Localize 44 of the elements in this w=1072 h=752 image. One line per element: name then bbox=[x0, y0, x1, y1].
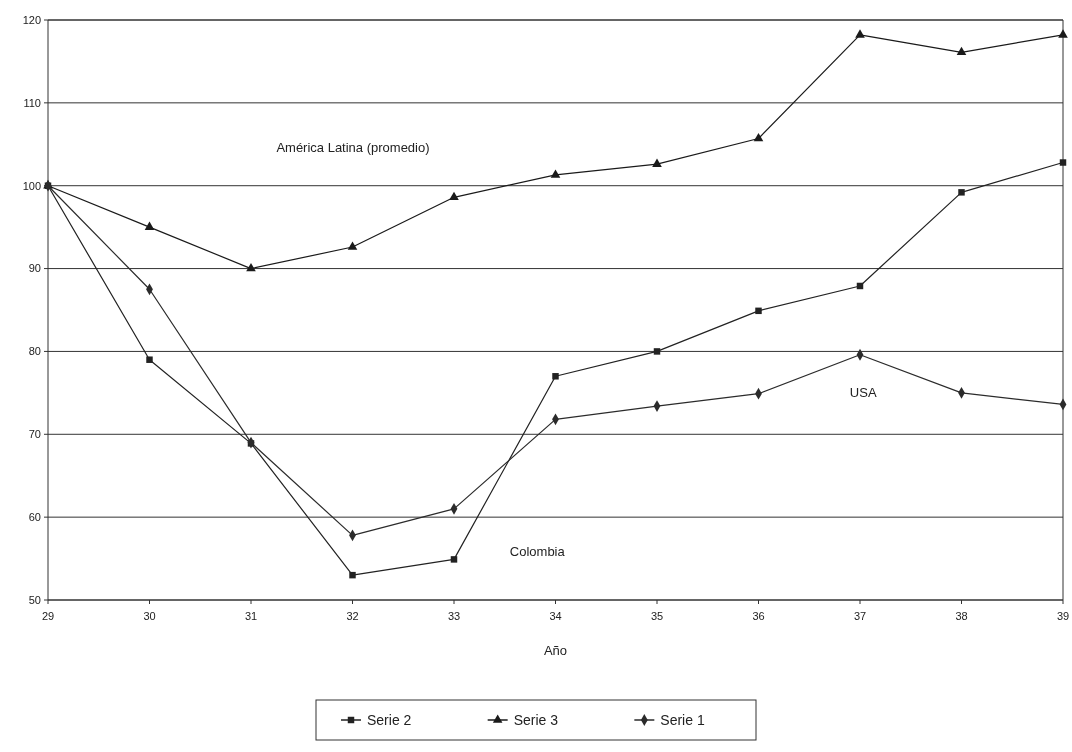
y-tick-label: 50 bbox=[28, 593, 41, 606]
x-tick-label: 29 bbox=[41, 610, 55, 622]
point bbox=[552, 373, 559, 380]
point bbox=[958, 189, 965, 196]
point bbox=[550, 169, 561, 178]
y-tick-label: 70 bbox=[28, 428, 41, 441]
x-tick-label: 37 bbox=[853, 610, 867, 622]
annotation: USA bbox=[849, 385, 877, 401]
point bbox=[146, 356, 153, 363]
x-tick-label: 39 bbox=[1056, 610, 1070, 622]
annotation: América Latina (promedio) bbox=[276, 140, 430, 156]
x-tick-label: 35 bbox=[650, 610, 664, 622]
point bbox=[855, 29, 865, 38]
point bbox=[956, 46, 967, 56]
point bbox=[347, 241, 358, 250]
point bbox=[246, 263, 256, 272]
legend-label: Serie 3 bbox=[513, 711, 559, 728]
point bbox=[450, 556, 458, 563]
x-tick-label: 30 bbox=[143, 610, 156, 622]
point bbox=[349, 571, 356, 579]
annotation: Colombia bbox=[509, 544, 566, 560]
point bbox=[1058, 29, 1068, 38]
point bbox=[653, 348, 661, 355]
point bbox=[449, 191, 459, 201]
y-tick-label: 100 bbox=[22, 179, 41, 192]
point bbox=[755, 307, 762, 315]
x-tick-label: 38 bbox=[955, 610, 968, 622]
x-tick-label: 33 bbox=[447, 610, 461, 622]
legend-label: Serie 2 bbox=[367, 711, 412, 728]
x-axis-title: Año bbox=[543, 643, 568, 658]
point bbox=[1059, 159, 1067, 166]
y-tick-label: 90 bbox=[28, 262, 41, 275]
x-tick-label: 34 bbox=[549, 610, 562, 622]
y-tick-label: 120 bbox=[22, 13, 41, 26]
y-tick-label: 110 bbox=[23, 96, 41, 109]
x-tick-label: 36 bbox=[752, 610, 765, 622]
y-tick-label: 80 bbox=[28, 345, 41, 358]
y-tick-label: 60 bbox=[28, 510, 41, 523]
legend-label: Serie 1 bbox=[660, 711, 705, 728]
x-tick-label: 31 bbox=[244, 610, 258, 622]
point bbox=[652, 158, 662, 167]
point bbox=[144, 221, 155, 230]
x-tick-label: 32 bbox=[346, 610, 359, 622]
point bbox=[753, 132, 764, 142]
